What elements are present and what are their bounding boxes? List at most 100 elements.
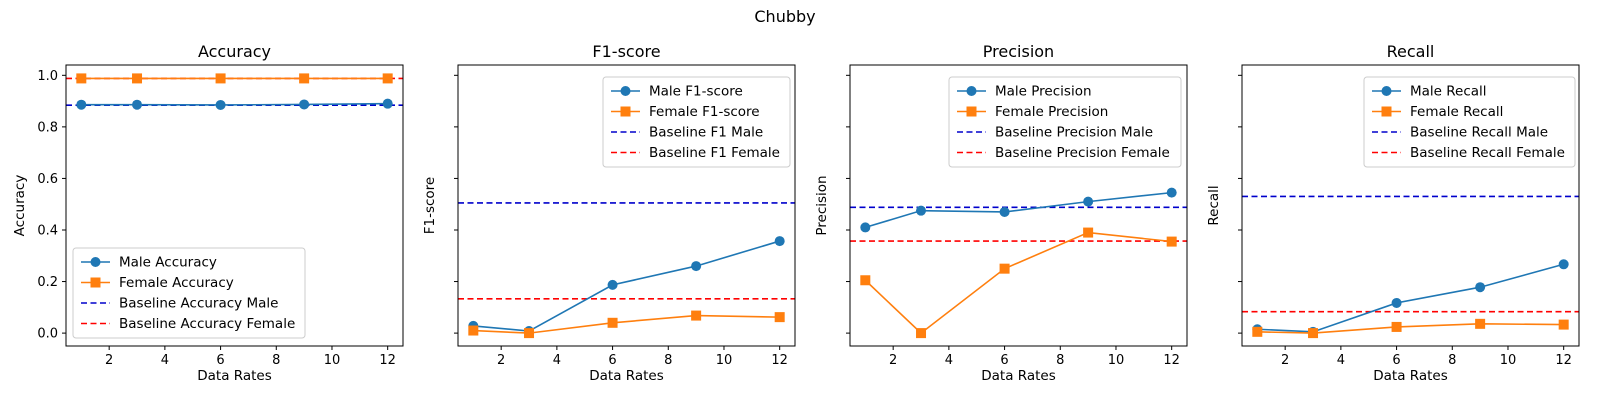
data-point bbox=[691, 310, 702, 321]
data-point bbox=[382, 73, 393, 84]
plot-frame bbox=[849, 64, 1188, 347]
legend-marker bbox=[966, 86, 977, 96]
legend-marker bbox=[90, 257, 101, 267]
data-point bbox=[1391, 297, 1402, 308]
x-tick-label: 10 bbox=[1500, 353, 1517, 368]
data-point bbox=[1475, 318, 1486, 329]
x-tick-label: 6 bbox=[1000, 353, 1008, 368]
series-line bbox=[81, 102, 388, 106]
data-point bbox=[1083, 227, 1094, 238]
legend-label: Baseline Recall Male bbox=[1410, 125, 1548, 141]
y-axis-label: F1-score bbox=[422, 177, 438, 235]
data-point bbox=[382, 98, 393, 109]
legend-marker bbox=[1381, 86, 1392, 96]
legend: Male Precision Female Precision Baseline P… bbox=[948, 76, 1182, 168]
data-point bbox=[860, 222, 871, 233]
chart-title: Precision bbox=[983, 42, 1054, 61]
x-axis-label: Data Rates bbox=[1373, 368, 1448, 384]
legend-label: Male Accuracy bbox=[119, 255, 217, 271]
data-point bbox=[691, 261, 702, 272]
x-tick-label: 4 bbox=[553, 353, 561, 368]
x-tick-label: 8 bbox=[1056, 353, 1064, 368]
data-point bbox=[607, 317, 618, 328]
chart-panel-2: F1-score 2 4 6 8 10 12 Data Rates F1-score Male F… bbox=[422, 42, 796, 384]
data-point bbox=[1558, 319, 1569, 330]
legend-label: Female F1-score bbox=[649, 104, 760, 120]
data-point bbox=[1308, 328, 1319, 339]
x-tick-label: 4 bbox=[161, 353, 169, 368]
data-point bbox=[76, 73, 87, 84]
x-axis-label: Data Rates bbox=[981, 368, 1056, 384]
data-point bbox=[1166, 187, 1177, 198]
chart-panel-1: Accuracy 2 4 6 8 10 12 0.0 0.2 0.4 0.6 0.8 1.0 Data R… bbox=[12, 42, 404, 384]
y-tick-label: 0.8 bbox=[37, 120, 58, 135]
x-tick-label: 2 bbox=[1281, 353, 1289, 368]
data-point bbox=[468, 325, 479, 336]
legend-box bbox=[72, 247, 306, 339]
data-point bbox=[1083, 196, 1094, 207]
data-point bbox=[215, 99, 226, 110]
legend-label: Baseline Precision Female bbox=[995, 145, 1170, 161]
legend-label: Baseline Accuracy Female bbox=[119, 316, 295, 332]
data-point bbox=[774, 236, 785, 247]
y-tick-label: 0.0 bbox=[37, 327, 58, 342]
series-line bbox=[864, 231, 1172, 335]
legend-label: Baseline Recall Female bbox=[1410, 145, 1565, 161]
legend-label: Male F1-score bbox=[649, 84, 743, 100]
x-tick-label: 12 bbox=[379, 353, 396, 368]
legend-box bbox=[1363, 76, 1576, 168]
y-tick-label: 1.0 bbox=[37, 69, 58, 84]
x-tick-label: 2 bbox=[889, 353, 897, 368]
legend: Male Accuracy Female Accuracy Baseline Acc… bbox=[72, 247, 306, 339]
data-point bbox=[215, 73, 226, 84]
legend-marker bbox=[90, 277, 101, 288]
x-tick-label: 6 bbox=[608, 353, 616, 368]
x-tick-label: 12 bbox=[1555, 353, 1572, 368]
y-tick-label: 0.4 bbox=[37, 223, 58, 238]
y-axis-label: Recall bbox=[1206, 185, 1222, 225]
chart-title: Accuracy bbox=[198, 42, 271, 61]
legend-label: Female Recall bbox=[1410, 104, 1503, 120]
x-tick-label: 12 bbox=[771, 353, 788, 368]
data-point bbox=[916, 205, 927, 216]
legend-label: Male Precision bbox=[995, 84, 1092, 100]
data-point bbox=[299, 73, 310, 84]
legend-label: Baseline F1 Male bbox=[649, 125, 763, 141]
y-tick-label: 0.2 bbox=[37, 275, 58, 290]
data-point bbox=[916, 328, 927, 339]
data-point bbox=[1558, 259, 1569, 270]
plot-frame bbox=[1241, 64, 1580, 347]
data-point bbox=[76, 99, 87, 110]
data-point bbox=[132, 99, 143, 110]
plot-frame bbox=[457, 64, 796, 347]
series-line bbox=[1257, 263, 1564, 333]
chart-title: Recall bbox=[1387, 42, 1435, 61]
data-point bbox=[132, 73, 143, 84]
legend-box bbox=[948, 76, 1182, 168]
chart-panels: Accuracy 2 4 6 8 10 12 0.0 0.2 0.4 0.6 0.8 1.0 Data R… bbox=[12, 42, 1580, 384]
figure-title: Chubby bbox=[754, 7, 815, 26]
x-tick-label: 6 bbox=[216, 353, 224, 368]
x-tick-label: 10 bbox=[1108, 353, 1125, 368]
y-tick-label: 0.6 bbox=[37, 172, 58, 187]
legend-label: Baseline Precision Male bbox=[995, 125, 1153, 141]
legend-label: Female Precision bbox=[995, 104, 1108, 120]
chart-panel-4: Recall 2 4 6 8 10 12 Data Rates Recall Male Recal… bbox=[1206, 42, 1580, 384]
x-tick-label: 6 bbox=[1392, 353, 1400, 368]
legend-label: Baseline Accuracy Male bbox=[119, 296, 278, 312]
series-line bbox=[473, 240, 780, 332]
legend-box bbox=[602, 76, 791, 168]
data-point bbox=[1166, 236, 1177, 247]
x-tick-label: 4 bbox=[1337, 353, 1345, 368]
legend-label: Male Recall bbox=[1410, 84, 1487, 100]
legend-marker bbox=[1381, 106, 1392, 117]
x-tick-label: 12 bbox=[1163, 353, 1180, 368]
data-point bbox=[999, 263, 1010, 274]
x-tick-label: 10 bbox=[716, 353, 733, 368]
plot-frame bbox=[65, 64, 404, 347]
y-axis-label: Precision bbox=[814, 175, 830, 235]
x-axis-label: Data Rates bbox=[197, 368, 272, 384]
data-point bbox=[607, 279, 618, 290]
data-point bbox=[1391, 321, 1402, 332]
data-point bbox=[524, 328, 535, 339]
